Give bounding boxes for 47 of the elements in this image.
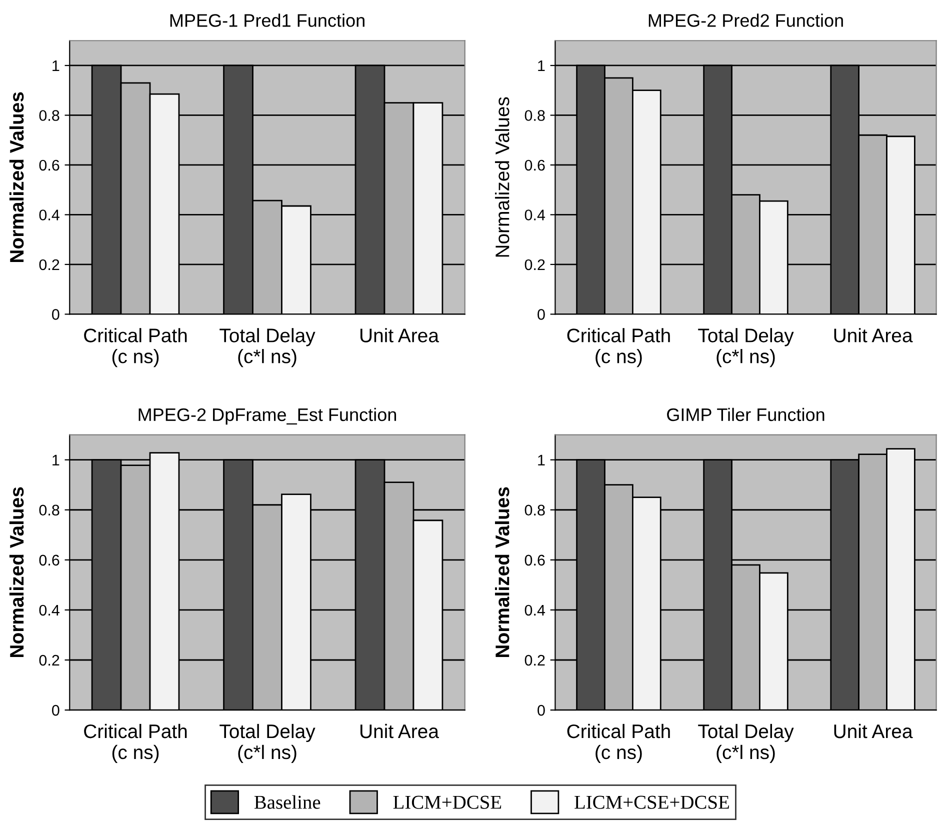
x-tick-label: Unit Area — [360, 328, 439, 342]
y-tick-label: 0.2 — [39, 259, 60, 270]
y-tick-label: 0.2 — [524, 654, 545, 666]
y-tick-label: 0.8 — [39, 504, 60, 516]
y-tick-label: 1 — [52, 60, 60, 72]
y-tick-label: 1 — [538, 60, 545, 72]
y-tick-label: 0.4 — [524, 210, 546, 220]
y-tick-label: 0.8 — [524, 504, 545, 516]
chart-title: GIMP Tiler Function — [667, 408, 824, 422]
y-tick-label: 0.6 — [524, 554, 545, 566]
x-tick-label: Unit Area — [834, 328, 913, 342]
y-tick-label: 0.6 — [524, 160, 545, 171]
chart-title: MPEG-2 Pred2 Function — [648, 14, 843, 27]
x-tick-label: Unit Area — [360, 724, 439, 738]
x-tick-label: Critical Path (c ns) — [84, 328, 187, 368]
y-tick-label: 0.2 — [39, 654, 60, 666]
x-tick-label: Total Delay (c*l ns) — [698, 328, 794, 368]
chart-title: MPEG-1 Pred1 Function — [170, 14, 364, 27]
y-axis-title: Normalized Values — [494, 487, 510, 658]
y-tick-label: 0.2 — [524, 259, 545, 270]
y-tick-label: 1 — [52, 454, 60, 466]
x-tick-label: Total Delay (c*l ns) — [220, 328, 316, 368]
x-tick-label: Total Delay (c*l ns) — [220, 724, 316, 763]
x-tick-label: Critical Path (c ns) — [567, 724, 670, 763]
y-tick-label: 0 — [538, 309, 545, 320]
x-tick-label: Total Delay (c*l ns) — [698, 724, 794, 763]
y-tick-label: 0 — [52, 704, 60, 716]
x-tick-label: Critical Path (c ns) — [567, 328, 670, 368]
y-axis-title: Normalized Values — [494, 97, 510, 257]
legend-label: Baseline — [254, 795, 320, 809]
y-tick-label: 0.8 — [39, 110, 60, 121]
y-axis-title: Normalized Values — [9, 92, 24, 262]
y-tick-label: 0.6 — [39, 554, 60, 566]
y-tick-label: 0.4 — [39, 210, 60, 220]
x-tick-label: Critical Path (c ns) — [84, 724, 187, 763]
y-tick-label: 0.6 — [39, 160, 60, 171]
y-tick-label: 0.4 — [39, 604, 60, 616]
x-tick-label: Unit Area — [834, 724, 913, 738]
y-tick-label: 0.8 — [524, 110, 545, 121]
y-tick-label: 1 — [538, 454, 545, 466]
legend-label: LICM+CSE+DCSE — [574, 796, 729, 809]
legend-label: LICM+DCSE — [393, 796, 502, 809]
y-tick-label: 0.4 — [524, 604, 546, 616]
y-tick-label: 0 — [538, 704, 545, 716]
chart-title: MPEG-2 DpFrame_Est Function — [138, 408, 396, 425]
y-axis-title: Normalized Values — [9, 487, 24, 658]
y-tick-label: 0 — [52, 309, 60, 320]
